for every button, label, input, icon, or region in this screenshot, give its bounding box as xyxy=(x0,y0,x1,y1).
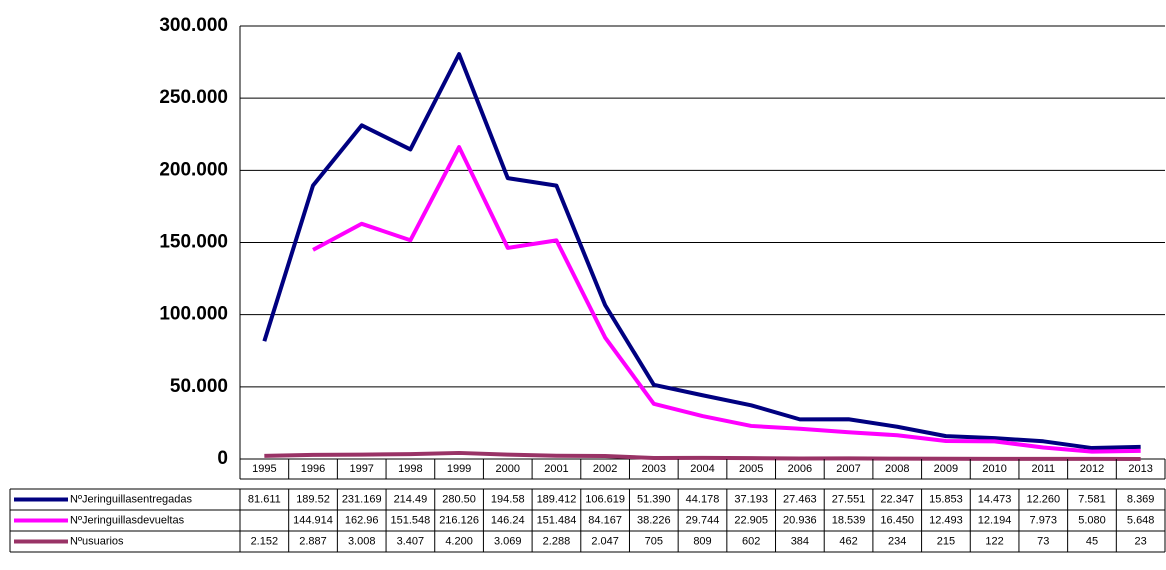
data-label: 189.52 xyxy=(296,493,330,505)
x-tick-label: 2005 xyxy=(739,463,763,475)
data-label: 7.581 xyxy=(1078,493,1106,505)
x-tick-label: 2003 xyxy=(642,463,666,475)
x-tick-label: 2004 xyxy=(690,463,714,475)
data-label: 162.96 xyxy=(345,514,379,526)
series-line xyxy=(312,145,1141,454)
data-label: 146.24 xyxy=(491,514,525,526)
legend-label: NºJeringuillasentregadas xyxy=(70,493,193,505)
y-tick-label: 300.000 xyxy=(159,15,228,36)
data-label: 194.58 xyxy=(491,493,525,505)
data-label: 4.200 xyxy=(445,535,473,547)
series-line xyxy=(264,450,1141,461)
data-label: 7.973 xyxy=(1030,514,1058,526)
x-tick-label: 1999 xyxy=(447,463,471,475)
data-label: 151.548 xyxy=(391,514,431,526)
data-label: 3.069 xyxy=(494,535,522,547)
data-label: 122 xyxy=(985,535,1003,547)
data-label: 2.288 xyxy=(543,535,571,547)
x-tick-label: 2010 xyxy=(982,463,1006,475)
x-tick-label: 2007 xyxy=(836,463,860,475)
x-tick-label: 2006 xyxy=(788,463,812,475)
data-label: 51.390 xyxy=(637,493,671,505)
data-label: 29.744 xyxy=(686,514,720,526)
data-label: 384 xyxy=(791,535,809,547)
x-tick-label: 2008 xyxy=(885,463,909,475)
data-label: 280.50 xyxy=(442,493,476,505)
data-label: 27.551 xyxy=(832,493,866,505)
data-label: 12.493 xyxy=(929,514,963,526)
data-label: 22.905 xyxy=(734,514,768,526)
data-label: 14.473 xyxy=(978,493,1012,505)
y-tick-label: 250.000 xyxy=(159,87,228,108)
data-label: 22.347 xyxy=(880,493,914,505)
data-label: 2.047 xyxy=(591,535,619,547)
data-label: 705 xyxy=(645,535,663,547)
data-label: 215 xyxy=(937,535,955,547)
data-label: 216.126 xyxy=(439,514,479,526)
data-label: 151.484 xyxy=(537,514,577,526)
x-tick-label: 1996 xyxy=(301,463,325,475)
data-label: 44.178 xyxy=(686,493,720,505)
data-label: 3.008 xyxy=(348,535,376,547)
x-tick-label: 2001 xyxy=(544,463,568,475)
x-tick-label: 2013 xyxy=(1128,463,1152,475)
y-tick-label: 200.000 xyxy=(159,159,228,180)
x-tick-label: 2012 xyxy=(1080,463,1104,475)
data-label: 5.080 xyxy=(1078,514,1106,526)
data-label: 144.914 xyxy=(293,514,333,526)
x-tick-label: 2011 xyxy=(1031,463,1055,475)
x-tick-label: 1997 xyxy=(349,463,373,475)
data-label: 214.49 xyxy=(394,493,428,505)
data-label: 5.648 xyxy=(1127,514,1155,526)
data-label: 3.407 xyxy=(397,535,425,547)
data-label: 2.152 xyxy=(251,535,279,547)
data-label: 12.260 xyxy=(1026,493,1060,505)
data-label: 189.412 xyxy=(537,493,577,505)
data-label: 20.936 xyxy=(783,514,817,526)
series-line xyxy=(262,52,1141,451)
y-tick-label: 100.000 xyxy=(159,304,228,325)
data-label: 84.167 xyxy=(588,514,622,526)
legend-label: NºJeringuillasdevueltas xyxy=(70,514,185,526)
data-label: 16.450 xyxy=(880,514,914,526)
x-tick-label: 1995 xyxy=(252,463,276,475)
legend-label: Nºusuarios xyxy=(70,535,124,547)
y-tick-label: 50.000 xyxy=(170,376,228,397)
x-tick-label: 2000 xyxy=(496,463,520,475)
data-label: 37.193 xyxy=(734,493,768,505)
data-label: 462 xyxy=(839,535,857,547)
x-tick-label: 1998 xyxy=(398,463,422,475)
data-label: 8.369 xyxy=(1127,493,1155,505)
data-label: 15.853 xyxy=(929,493,963,505)
data-label: 38.226 xyxy=(637,514,671,526)
data-label: 81.611 xyxy=(248,493,281,505)
x-tick-label: 2002 xyxy=(593,463,617,475)
data-label: 2.887 xyxy=(299,535,327,547)
data-label: 809 xyxy=(693,535,711,547)
data-label: 45 xyxy=(1086,535,1098,547)
data-label: 106.619 xyxy=(585,493,625,505)
data-label: 23 xyxy=(1135,535,1147,547)
data-label: 18.539 xyxy=(832,514,866,526)
data-label: 73 xyxy=(1037,535,1049,547)
data-label: 231.169 xyxy=(342,493,382,505)
data-label: 602 xyxy=(742,535,760,547)
data-label: 12.194 xyxy=(978,514,1012,526)
x-tick-label: 2009 xyxy=(934,463,958,475)
y-tick-label: 150.000 xyxy=(159,232,228,253)
data-label: 234 xyxy=(888,535,906,547)
y-tick-label: 0 xyxy=(217,448,228,469)
data-label: 27.463 xyxy=(783,493,817,505)
